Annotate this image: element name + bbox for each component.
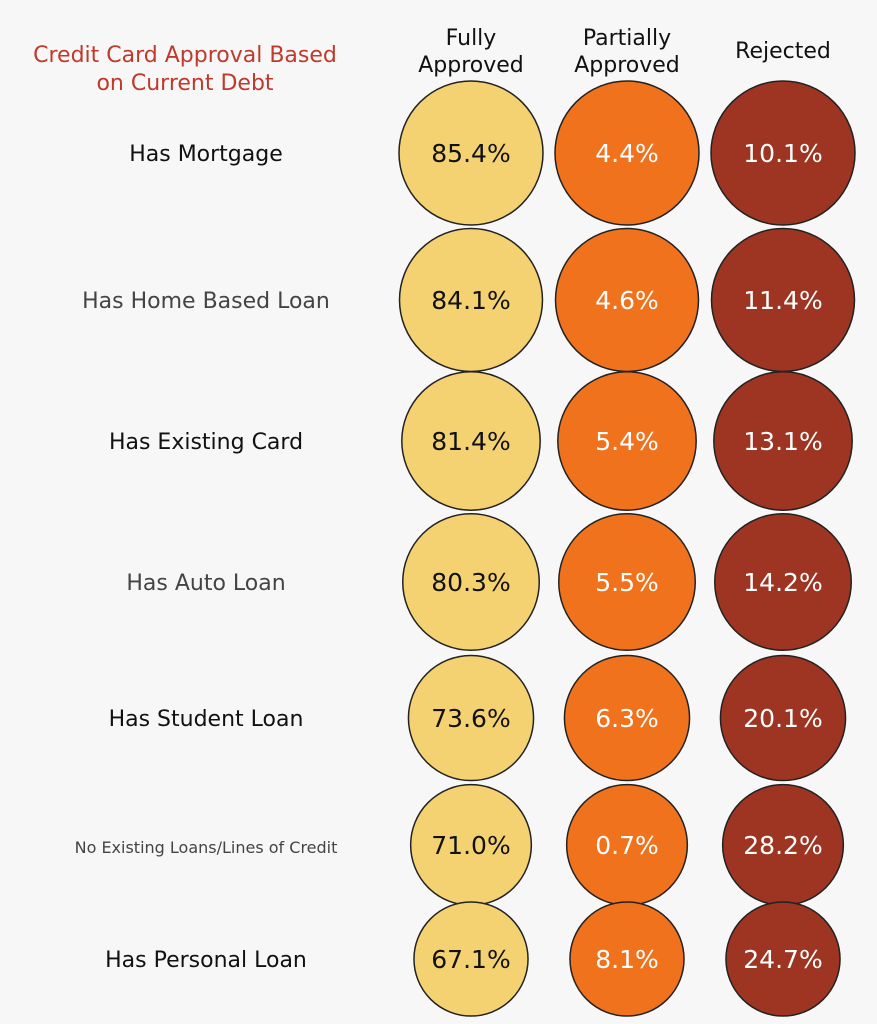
- value-label: 11.4%: [743, 286, 822, 315]
- value-circle: [557, 371, 697, 511]
- chart-row: Has Personal Loan 67.1% 8.1% 24.7%: [105, 901, 841, 1017]
- column-header: Rejected: [735, 39, 831, 64]
- row-label: Has Mortgage: [129, 142, 283, 167]
- column-header: Fully Approved: [418, 26, 524, 78]
- row-label: Has Home Based Loan: [82, 289, 330, 314]
- value-circle: [569, 901, 685, 1017]
- value-circle: [719, 654, 847, 782]
- value-label: 6.3%: [595, 704, 659, 733]
- value-circle: [413, 901, 529, 1017]
- value-label: 81.4%: [431, 427, 510, 456]
- chart-row: Has Mortgage 85.4% 4.4% 10.1%: [129, 80, 856, 226]
- value-circle: [401, 512, 541, 652]
- value-label: 20.1%: [743, 704, 822, 733]
- value-label: 8.1%: [595, 945, 659, 974]
- chart-row: Has Existing Card 81.4% 5.4% 13.1%: [109, 371, 853, 511]
- chart-rows: Has Mortgage 85.4% 4.4% 10.1% Has Home Based…: [75, 80, 856, 1017]
- value-label: 84.1%: [431, 286, 510, 315]
- row-label: No Existing Loans/Lines of Credit: [75, 838, 338, 857]
- value-circle: [713, 371, 853, 511]
- value-label: 4.6%: [595, 286, 659, 315]
- value-label: 10.1%: [743, 139, 822, 168]
- value-label: 73.6%: [431, 704, 510, 733]
- value-label: 5.4%: [595, 427, 659, 456]
- row-label: Has Personal Loan: [105, 948, 307, 973]
- value-label: 5.5%: [595, 568, 659, 597]
- row-label: Has Student Loan: [109, 707, 304, 732]
- value-label: 0.7%: [595, 831, 659, 860]
- value-circle: [557, 512, 697, 652]
- value-circle: [563, 654, 691, 782]
- value-label: 14.2%: [743, 568, 822, 597]
- column-header: Partially Approved: [574, 26, 680, 78]
- row-label: Has Auto Loan: [126, 571, 285, 596]
- value-label: 24.7%: [743, 945, 822, 974]
- row-label: Has Existing Card: [109, 430, 303, 455]
- value-label: 28.2%: [743, 831, 822, 860]
- value-circle: [710, 80, 856, 226]
- chart-row: Has Auto Loan 80.3% 5.5% 14.2%: [126, 512, 853, 652]
- value-circle: [398, 80, 544, 226]
- value-label: 80.3%: [431, 568, 510, 597]
- value-label: 13.1%: [743, 427, 822, 456]
- chart-row: Has Home Based Loan 84.1% 4.6% 11.4%: [82, 227, 856, 373]
- chart-title: Credit Card Approval Based on Current Deb…: [33, 43, 337, 96]
- chart-row: Has Student Loan 73.6% 6.3% 20.1%: [109, 654, 847, 782]
- value-circle: [554, 80, 700, 226]
- value-label: 67.1%: [431, 945, 510, 974]
- value-circle: [725, 901, 841, 1017]
- column-headers: Fully Approved Partially Approved Rejected: [418, 26, 831, 78]
- value-label: 85.4%: [431, 139, 510, 168]
- value-circle: [401, 371, 541, 511]
- value-circle: [713, 512, 853, 652]
- chart-row: No Existing Loans/Lines of Credit 71.0% 0.…: [75, 783, 845, 907]
- value-circle: [407, 654, 535, 782]
- value-label: 71.0%: [431, 831, 510, 860]
- value-label: 4.4%: [595, 139, 659, 168]
